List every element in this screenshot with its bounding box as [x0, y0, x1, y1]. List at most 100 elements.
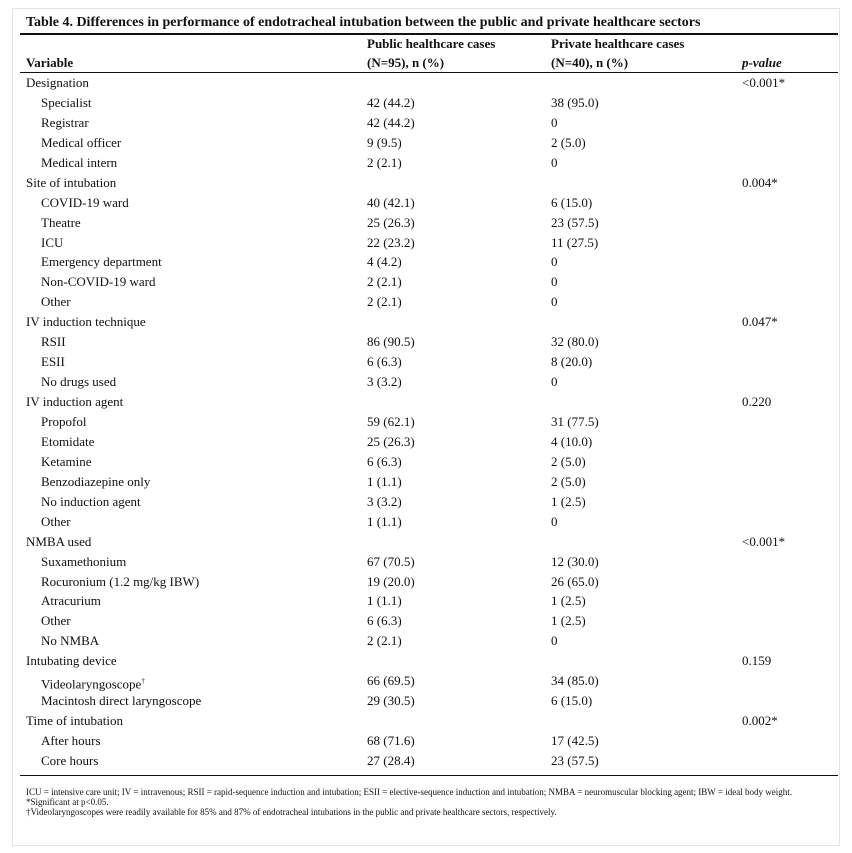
- private-value: 38 (95.0): [551, 94, 599, 110]
- row-label-text: Non-COVID-19 ward: [41, 274, 156, 290]
- private-value: 0: [551, 154, 558, 170]
- private-value: 32 (80.0): [551, 334, 599, 350]
- row-label: Suxamethonium: [41, 554, 126, 570]
- public-value: 22 (23.2): [367, 234, 415, 250]
- private-value: 11 (27.5): [551, 234, 599, 250]
- group-label: Intubating device: [26, 653, 117, 669]
- row-label: After hours: [41, 733, 101, 749]
- row-label: Core hours: [41, 753, 98, 769]
- header-public: Public healthcare cases: [367, 36, 496, 51]
- row-label: Atracurium: [41, 593, 101, 609]
- private-value: 23 (57.5): [551, 752, 599, 768]
- rule: [20, 72, 838, 73]
- row-label: Medical intern: [41, 155, 117, 171]
- row-label: Other: [41, 613, 71, 629]
- private-value: 0: [551, 513, 558, 529]
- private-value: 34 (85.0): [551, 673, 599, 689]
- private-value: 0: [551, 114, 558, 130]
- p-value: 0.159: [742, 653, 772, 669]
- public-value: 2 (2.1): [367, 154, 402, 170]
- public-value: 29 (30.5): [367, 693, 415, 709]
- public-value: 25 (26.3): [367, 433, 415, 449]
- public-value: 6 (6.3): [367, 613, 402, 629]
- p-value: <0.001*: [742, 533, 786, 549]
- header-public-n: (N=95), n (%): [367, 55, 445, 70]
- public-value: 3 (3.2): [367, 374, 402, 390]
- row-label: Etomidate: [41, 434, 94, 450]
- row-label: Other: [41, 294, 71, 310]
- row-label: Other: [41, 514, 71, 530]
- row-label-text: Rocuronium (1.2 mg/kg IBW): [41, 573, 200, 589]
- row-label-text: Benzodiazepine only: [41, 473, 151, 489]
- private-value: 26 (65.0): [551, 573, 599, 589]
- public-value: 2 (2.1): [367, 633, 402, 649]
- private-value: 2 (5.0): [551, 453, 586, 469]
- row-label: Emergency department: [41, 254, 162, 270]
- public-value: 1 (1.1): [367, 513, 402, 529]
- row-label: Theatre: [41, 215, 81, 231]
- row-label: Macintosh direct laryngoscope: [41, 693, 201, 709]
- private-value: 1 (2.5): [551, 613, 586, 629]
- public-value: 68 (71.6): [367, 733, 415, 749]
- row-label: ICU: [41, 235, 63, 251]
- row-label: RSII: [41, 334, 66, 350]
- row-label: Rocuronium (1.2 mg/kg IBW): [41, 574, 199, 590]
- private-value: 0: [551, 633, 558, 649]
- row-label-text: RSII: [41, 334, 66, 350]
- footnote: ICU = intensive care unit; IV = intraven…: [26, 786, 792, 797]
- header-variable: Variable: [26, 55, 74, 70]
- p-value: 0.004*: [742, 174, 778, 190]
- frame: [12, 8, 840, 846]
- public-value: 6 (6.3): [367, 354, 402, 370]
- row-label: No induction agent: [41, 494, 141, 510]
- public-value: 19 (20.0): [367, 573, 415, 589]
- p-value: 0.047*: [742, 314, 778, 330]
- private-value: 2 (5.0): [551, 473, 586, 489]
- row-label-text: ESII: [41, 354, 65, 370]
- public-value: 3 (3.2): [367, 493, 402, 509]
- private-value: 0: [551, 254, 558, 270]
- private-value: 23 (57.5): [551, 214, 599, 230]
- private-value: 2 (5.0): [551, 134, 586, 150]
- row-label-text: ICU: [41, 234, 64, 250]
- private-value: 1 (2.5): [551, 493, 586, 509]
- row-label: ESII: [41, 354, 65, 370]
- public-value: 4 (4.2): [367, 254, 402, 270]
- note-mark: †: [141, 677, 145, 686]
- private-value: 31 (77.5): [551, 413, 599, 429]
- public-value: 59 (62.1): [367, 413, 415, 429]
- private-value: 4 (10.0): [551, 433, 593, 449]
- row-label: Specialist: [41, 95, 92, 111]
- private-value: 17 (42.5): [551, 733, 599, 749]
- row-label: Non-COVID-19 ward: [41, 274, 155, 290]
- public-value: 86 (90.5): [367, 334, 415, 350]
- public-value: 2 (2.1): [367, 274, 402, 290]
- row-label-text: After hours: [41, 733, 101, 749]
- group-label: IV induction technique: [26, 314, 146, 330]
- row-label-text: No NMBA: [41, 633, 100, 649]
- public-value: 1 (1.1): [367, 473, 402, 489]
- row-label: Ketamine: [41, 454, 92, 470]
- private-value: 0: [551, 274, 558, 290]
- table-title: Table 4. Differences in performance of e…: [26, 15, 701, 30]
- private-value: 1 (2.5): [551, 593, 586, 609]
- row-label-text: Registrar: [41, 114, 89, 130]
- rule: [20, 33, 838, 35]
- p-value: 0.002*: [742, 713, 778, 729]
- row-label: No drugs used: [41, 374, 116, 390]
- row-label: Videolaryngoscope†: [41, 673, 145, 692]
- header-p-value: p-value: [742, 55, 782, 70]
- row-label-text: Propofol: [41, 413, 87, 429]
- public-value: 42 (44.2): [367, 114, 415, 130]
- footnote: †Videolaryngoscopes were readily availab…: [26, 806, 557, 817]
- row-label-text: Medical officer: [41, 134, 122, 150]
- row-label-text: Specialist: [41, 94, 92, 110]
- row-label-text: Videolaryngoscope: [41, 676, 142, 692]
- row-label: COVID-19 ward: [41, 195, 129, 211]
- private-value: 0: [551, 374, 558, 390]
- row-label: Medical officer: [41, 135, 121, 151]
- row-label-text: No induction agent: [41, 493, 141, 509]
- row-label-text: Emergency department: [41, 254, 162, 270]
- row-label-text: Etomidate: [41, 433, 95, 449]
